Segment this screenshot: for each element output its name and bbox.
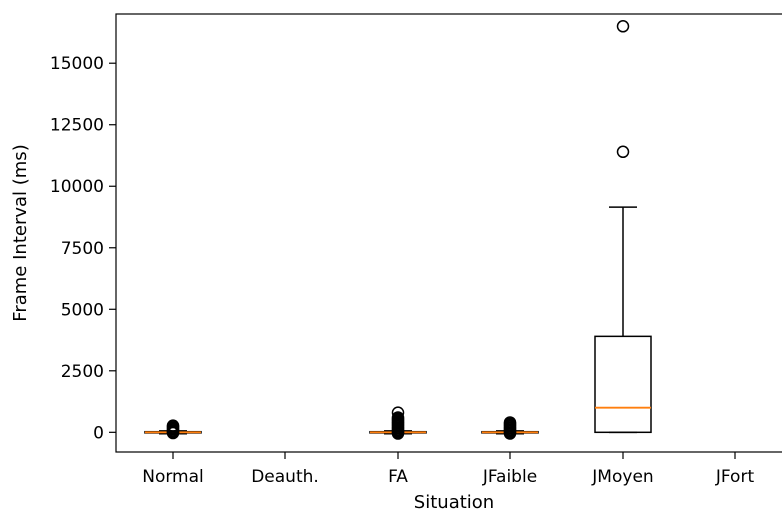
y-tick-label: 7500 — [61, 239, 104, 259]
outlier-point — [616, 145, 630, 159]
y-tick-label: 10000 — [50, 177, 104, 197]
y-tick-label: 2500 — [61, 362, 104, 382]
x-tick-label: JMoyen — [591, 467, 653, 487]
outlier-point — [166, 419, 180, 432]
y-tick-label: 0 — [93, 423, 104, 443]
y-tick-label: 5000 — [61, 300, 104, 320]
y-axis: 0 2500 5000 7500 10000 12500 15000 — [50, 54, 116, 443]
y-axis-label: Frame Interval (ms) — [10, 144, 31, 321]
outlier-point — [391, 411, 405, 424]
x-axis-label: Situation — [414, 492, 494, 512]
x-axis: Normal Deauth. FA JFaible JMoyen JFort — [142, 452, 754, 487]
x-tick-label: JFort — [715, 467, 755, 487]
y-tick-label: 15000 — [50, 54, 104, 74]
outlier-point — [616, 20, 630, 33]
boxes-layer — [144, 20, 652, 440]
x-tick-label: FA — [388, 467, 408, 487]
plot-area-frame — [115, 13, 782, 453]
y-tick-label: 12500 — [50, 116, 104, 136]
box — [594, 335, 652, 434]
x-tick-label: Deauth. — [251, 467, 319, 487]
outlier-point — [391, 406, 405, 419]
x-tick-label: JFaible — [482, 467, 537, 487]
x-tick-label: Normal — [142, 467, 204, 487]
outlier-point — [503, 416, 517, 429]
